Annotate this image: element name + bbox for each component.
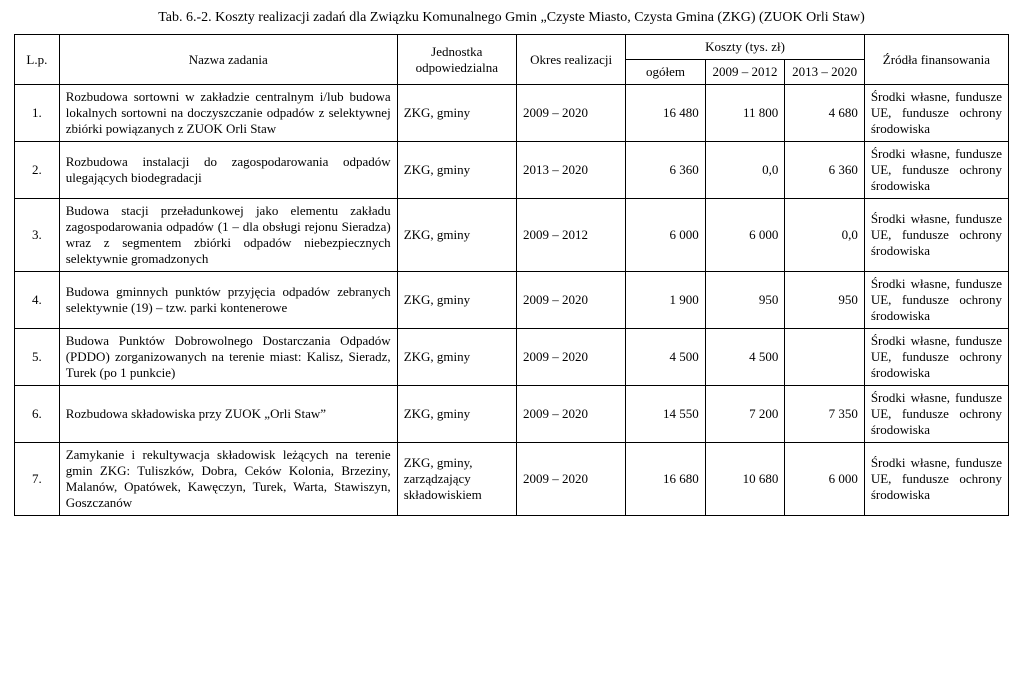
cell-2013-2020: 4 680 bbox=[785, 85, 865, 142]
cell-task: Budowa Punktów Dobrowolnego Dostarczania… bbox=[59, 329, 397, 386]
cell-2009-2012: 950 bbox=[705, 272, 785, 329]
cell-period: 2009 – 2020 bbox=[516, 329, 625, 386]
table-row: 4.Budowa gminnych punktów przyjęcia odpa… bbox=[15, 272, 1009, 329]
header-cost-2009-2012: 2009 – 2012 bbox=[705, 60, 785, 85]
cell-period: 2009 – 2020 bbox=[516, 443, 625, 516]
cell-2009-2012: 11 800 bbox=[705, 85, 785, 142]
cell-sources: Środki własne, fundusze UE, fundusze och… bbox=[864, 85, 1008, 142]
cell-2013-2020 bbox=[785, 329, 865, 386]
cell-period: 2009 – 2020 bbox=[516, 272, 625, 329]
cell-unit: ZKG, gminy bbox=[397, 386, 516, 443]
header-cost-total: ogółem bbox=[626, 60, 706, 85]
cell-lp: 5. bbox=[15, 329, 60, 386]
header-task: Nazwa zadania bbox=[59, 35, 397, 85]
cell-lp: 4. bbox=[15, 272, 60, 329]
cell-sources: Środki własne, fundusze UE, fundusze och… bbox=[864, 199, 1008, 272]
table-row: 6.Rozbudowa składowiska przy ZUOK „Orli … bbox=[15, 386, 1009, 443]
cell-sources: Środki własne, fundusze UE, fundusze och… bbox=[864, 272, 1008, 329]
cell-2013-2020: 7 350 bbox=[785, 386, 865, 443]
cell-unit: ZKG, gminy bbox=[397, 199, 516, 272]
cell-sources: Środki własne, fundusze UE, fundusze och… bbox=[864, 386, 1008, 443]
cell-total: 6 360 bbox=[626, 142, 706, 199]
cell-task: Rozbudowa składowiska przy ZUOK „Orli St… bbox=[59, 386, 397, 443]
table-row: 5.Budowa Punktów Dobrowolnego Dostarczan… bbox=[15, 329, 1009, 386]
cell-2009-2012: 4 500 bbox=[705, 329, 785, 386]
cell-2009-2012: 10 680 bbox=[705, 443, 785, 516]
cell-total: 16 480 bbox=[626, 85, 706, 142]
cell-total: 4 500 bbox=[626, 329, 706, 386]
cell-unit: ZKG, gminy bbox=[397, 85, 516, 142]
table-caption: Tab. 6.-2. Koszty realizacji zadań dla Z… bbox=[14, 10, 1009, 26]
cell-total: 14 550 bbox=[626, 386, 706, 443]
cell-task: Budowa gminnych punktów przyjęcia odpadó… bbox=[59, 272, 397, 329]
costs-table: L.p. Nazwa zadania Jednostka odpowiedzia… bbox=[14, 34, 1009, 516]
cell-sources: Środki własne, fundusze UE, fundusze och… bbox=[864, 142, 1008, 199]
header-sources: Źródła finansowania bbox=[864, 35, 1008, 85]
cell-2009-2012: 7 200 bbox=[705, 386, 785, 443]
cell-period: 2009 – 2012 bbox=[516, 199, 625, 272]
cell-lp: 6. bbox=[15, 386, 60, 443]
cell-2013-2020: 6 000 bbox=[785, 443, 865, 516]
cell-period: 2009 – 2020 bbox=[516, 386, 625, 443]
cell-total: 1 900 bbox=[626, 272, 706, 329]
cell-period: 2013 – 2020 bbox=[516, 142, 625, 199]
cell-2013-2020: 6 360 bbox=[785, 142, 865, 199]
cell-2013-2020: 950 bbox=[785, 272, 865, 329]
cell-unit: ZKG, gminy bbox=[397, 142, 516, 199]
cell-total: 6 000 bbox=[626, 199, 706, 272]
table-row: 2.Rozbudowa instalacji do zagospodarowan… bbox=[15, 142, 1009, 199]
header-lp: L.p. bbox=[15, 35, 60, 85]
cell-task: Budowa stacji przeładunkowej jako elemen… bbox=[59, 199, 397, 272]
cell-unit: ZKG, gminy bbox=[397, 272, 516, 329]
table-row: 7.Zamykanie i rekultywacja składowisk le… bbox=[15, 443, 1009, 516]
header-costs: Koszty (tys. zł) bbox=[626, 35, 865, 60]
table-row: 1.Rozbudowa sortowni w zakładzie central… bbox=[15, 85, 1009, 142]
cell-lp: 2. bbox=[15, 142, 60, 199]
cell-task: Rozbudowa sortowni w zakładzie centralny… bbox=[59, 85, 397, 142]
cell-lp: 7. bbox=[15, 443, 60, 516]
cell-lp: 3. bbox=[15, 199, 60, 272]
table-row: 3.Budowa stacji przeładunkowej jako elem… bbox=[15, 199, 1009, 272]
cell-2009-2012: 0,0 bbox=[705, 142, 785, 199]
cell-sources: Środki własne, fundusze UE, fundusze och… bbox=[864, 443, 1008, 516]
cell-unit: ZKG, gminy bbox=[397, 329, 516, 386]
cell-sources: Środki własne, fundusze UE, fundusze och… bbox=[864, 329, 1008, 386]
cell-total: 16 680 bbox=[626, 443, 706, 516]
cell-task: Rozbudowa instalacji do zagospodarowania… bbox=[59, 142, 397, 199]
cell-2013-2020: 0,0 bbox=[785, 199, 865, 272]
cell-unit: ZKG, gminy, zarządzający składowiskiem bbox=[397, 443, 516, 516]
header-cost-2013-2020: 2013 – 2020 bbox=[785, 60, 865, 85]
cell-lp: 1. bbox=[15, 85, 60, 142]
header-unit: Jednostka odpowiedzialna bbox=[397, 35, 516, 85]
cell-2009-2012: 6 000 bbox=[705, 199, 785, 272]
cell-period: 2009 – 2020 bbox=[516, 85, 625, 142]
cell-task: Zamykanie i rekultywacja składowisk leżą… bbox=[59, 443, 397, 516]
header-period: Okres realizacji bbox=[516, 35, 625, 85]
